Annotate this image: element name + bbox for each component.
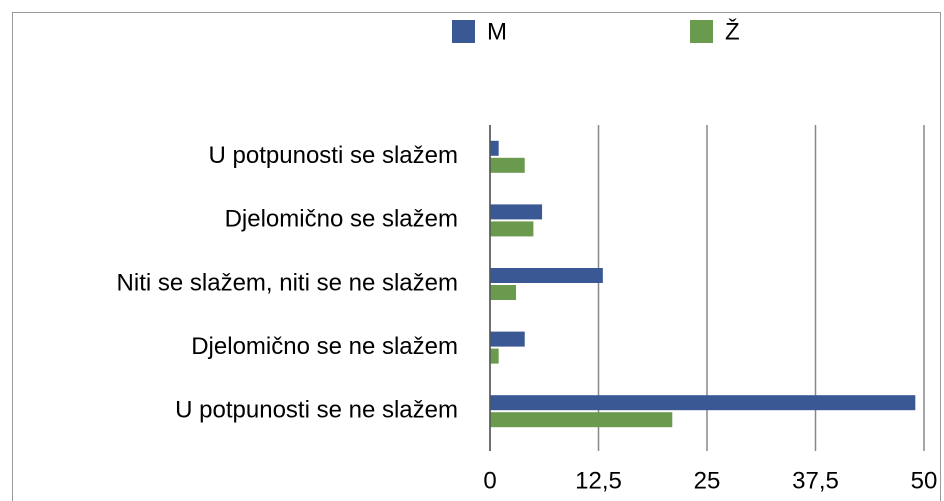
bar [490, 221, 534, 237]
legend-swatch [690, 20, 713, 43]
y-tick-label: U potpunosti se slažem [209, 142, 458, 169]
bar [490, 412, 673, 428]
y-tick-label: U potpunosti se ne slažem [175, 397, 458, 424]
y-tick-label: Niti se slažem, niti se ne slažem [117, 269, 458, 296]
x-tick-label: 12,5 [575, 467, 622, 494]
legend-swatch [452, 20, 475, 43]
legend-label: Ž [725, 18, 740, 45]
x-tick-label: 25 [694, 467, 721, 494]
y-tick-label: Djelomično se ne slažem [191, 333, 458, 360]
chart-frame [12, 12, 941, 501]
x-tick-label: 0 [483, 467, 496, 494]
bar [490, 204, 543, 220]
x-tick-label: 50 [911, 467, 938, 494]
legend-label: M [487, 18, 507, 45]
bar [490, 395, 916, 411]
bar [490, 331, 525, 347]
bar [490, 157, 525, 173]
bar [490, 348, 499, 364]
bar [490, 285, 517, 300]
bar [490, 140, 499, 156]
x-tick-label: 37,5 [792, 467, 839, 494]
y-tick-label: Djelomično se slažem [225, 206, 458, 233]
bar [490, 268, 603, 283]
